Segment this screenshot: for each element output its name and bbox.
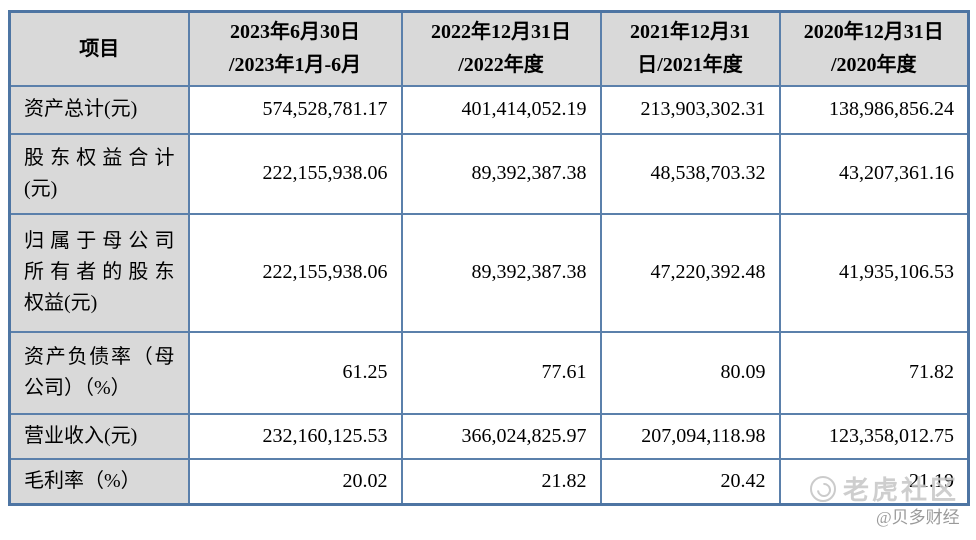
value-cell: 77.61 — [400, 330, 602, 415]
value-cell: 20.02 — [187, 457, 403, 505]
value-cell: 222,155,938.06 — [187, 212, 403, 333]
row-label-cell: 归属于母公司 所有者的股东 权益(元) — [8, 212, 190, 333]
column-header-2023: 2023年6月30日/2023年1月-6月 — [187, 10, 403, 87]
table-row: 毛利率（%） 20.02 21.82 20.42 21.19 — [8, 457, 970, 505]
row-label-cell: 资产总计(元) — [8, 84, 190, 135]
value-cell: 47,220,392.48 — [599, 212, 781, 333]
watermark-author-label: @贝多财经 — [876, 508, 960, 527]
row-label-cell: 营业收入(元) — [8, 412, 190, 460]
value-cell: 61.25 — [187, 330, 403, 415]
value-cell: 222,155,938.06 — [187, 132, 403, 215]
table-body: 资产总计(元) 574,528,781.17 401,414,052.19 213,9… — [8, 84, 970, 505]
value-cell: 71.82 — [778, 330, 970, 415]
column-header-2020: 2020年12月31日/2020年度 — [778, 10, 970, 87]
table-row: 股东权益合计 (元) 222,155,938.06 89,392,387.38 48,5… — [8, 132, 970, 215]
table-row: 资产总计(元) 574,528,781.17 401,414,052.19 213,9… — [8, 84, 970, 135]
row-label-cell: 股东权益合计 (元) — [8, 132, 190, 215]
table-row: 归属于母公司 所有者的股东 权益(元) 222,155,938.06 89,392,38… — [8, 212, 970, 333]
value-cell: 138,986,856.24 — [778, 84, 970, 135]
value-cell: 89,392,387.38 — [400, 212, 602, 333]
row-label-cell: 资产负债率（母 公司）（%） — [8, 330, 190, 415]
financial-table: 项目 2023年6月30日/2023年1月-6月 2022年12月31日/202… — [8, 10, 970, 506]
column-header-2021: 2021年12月31 日/2021年度 — [599, 10, 781, 87]
column-header-2022: 2022年12月31日/2022年度 — [400, 10, 602, 87]
column-header-item: 项目 — [8, 10, 190, 87]
value-cell: 21.82 — [400, 457, 602, 505]
financial-summary-table: 项目 2023年6月30日/2023年1月-6月 2022年12月31日/202… — [8, 10, 970, 506]
value-cell: 21.19 — [778, 457, 970, 505]
table-row: 营业收入(元) 232,160,125.53 366,024,825.97 207,0… — [8, 412, 970, 460]
value-cell: 80.09 — [599, 330, 781, 415]
value-cell: 401,414,052.19 — [400, 84, 602, 135]
value-cell: 48,538,703.32 — [599, 132, 781, 215]
value-cell: 123,358,012.75 — [778, 412, 970, 460]
value-cell: 43,207,361.16 — [778, 132, 970, 215]
value-cell: 89,392,387.38 — [400, 132, 602, 215]
header-row: 项目 2023年6月30日/2023年1月-6月 2022年12月31日/202… — [8, 10, 970, 87]
value-cell: 232,160,125.53 — [187, 412, 403, 460]
table-row: 资产负债率（母 公司）（%） 61.25 77.61 80.09 71.82 — [8, 330, 970, 415]
value-cell: 207,094,118.98 — [599, 412, 781, 460]
value-cell: 213,903,302.31 — [599, 84, 781, 135]
row-label-cell: 毛利率（%） — [8, 457, 190, 505]
value-cell: 574,528,781.17 — [187, 84, 403, 135]
value-cell: 20.42 — [599, 457, 781, 505]
value-cell: 41,935,106.53 — [778, 212, 970, 333]
value-cell: 366,024,825.97 — [400, 412, 602, 460]
